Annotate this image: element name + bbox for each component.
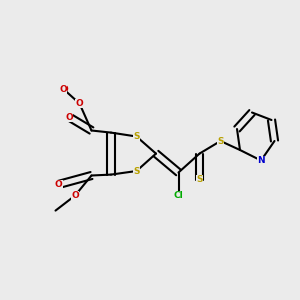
Text: O: O: [71, 191, 79, 200]
Text: S: S: [133, 132, 140, 141]
Text: S: S: [133, 167, 140, 176]
Text: S: S: [196, 176, 203, 184]
Text: O: O: [61, 85, 68, 94]
Text: O: O: [59, 85, 67, 94]
Text: S: S: [217, 136, 224, 146]
Text: N: N: [257, 156, 265, 165]
Text: Cl: Cl: [174, 191, 183, 200]
Text: O: O: [65, 112, 73, 122]
Text: O: O: [76, 99, 83, 108]
Text: O: O: [55, 180, 62, 189]
